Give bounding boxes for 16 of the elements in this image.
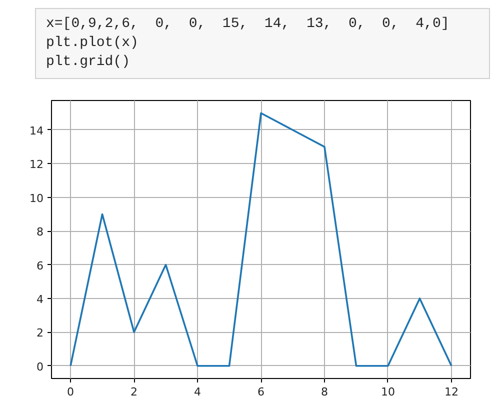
y-tick-label: 8 [36, 226, 44, 239]
x-tick-label: 2 [130, 386, 138, 398]
y-tick-label: 2 [36, 326, 44, 340]
y-tick-label: 12 [30, 158, 44, 172]
y-tick-label: 4 [36, 292, 44, 306]
y-tick-label: 14 [30, 124, 44, 138]
x-tick-label: 0 [67, 386, 74, 398]
line-series [70, 112, 452, 367]
y-tick-label: 10 [30, 192, 44, 205]
x-tick-label: 10 [380, 386, 395, 398]
x-tick-label: 8 [320, 386, 328, 398]
x-tick-label: 6 [258, 386, 264, 398]
x-tick-label: 12 [444, 386, 458, 398]
x-tick-label: 4 [194, 386, 202, 398]
y-tick-label: 0 [36, 360, 44, 374]
y-tick-label: 6 [36, 259, 44, 272]
